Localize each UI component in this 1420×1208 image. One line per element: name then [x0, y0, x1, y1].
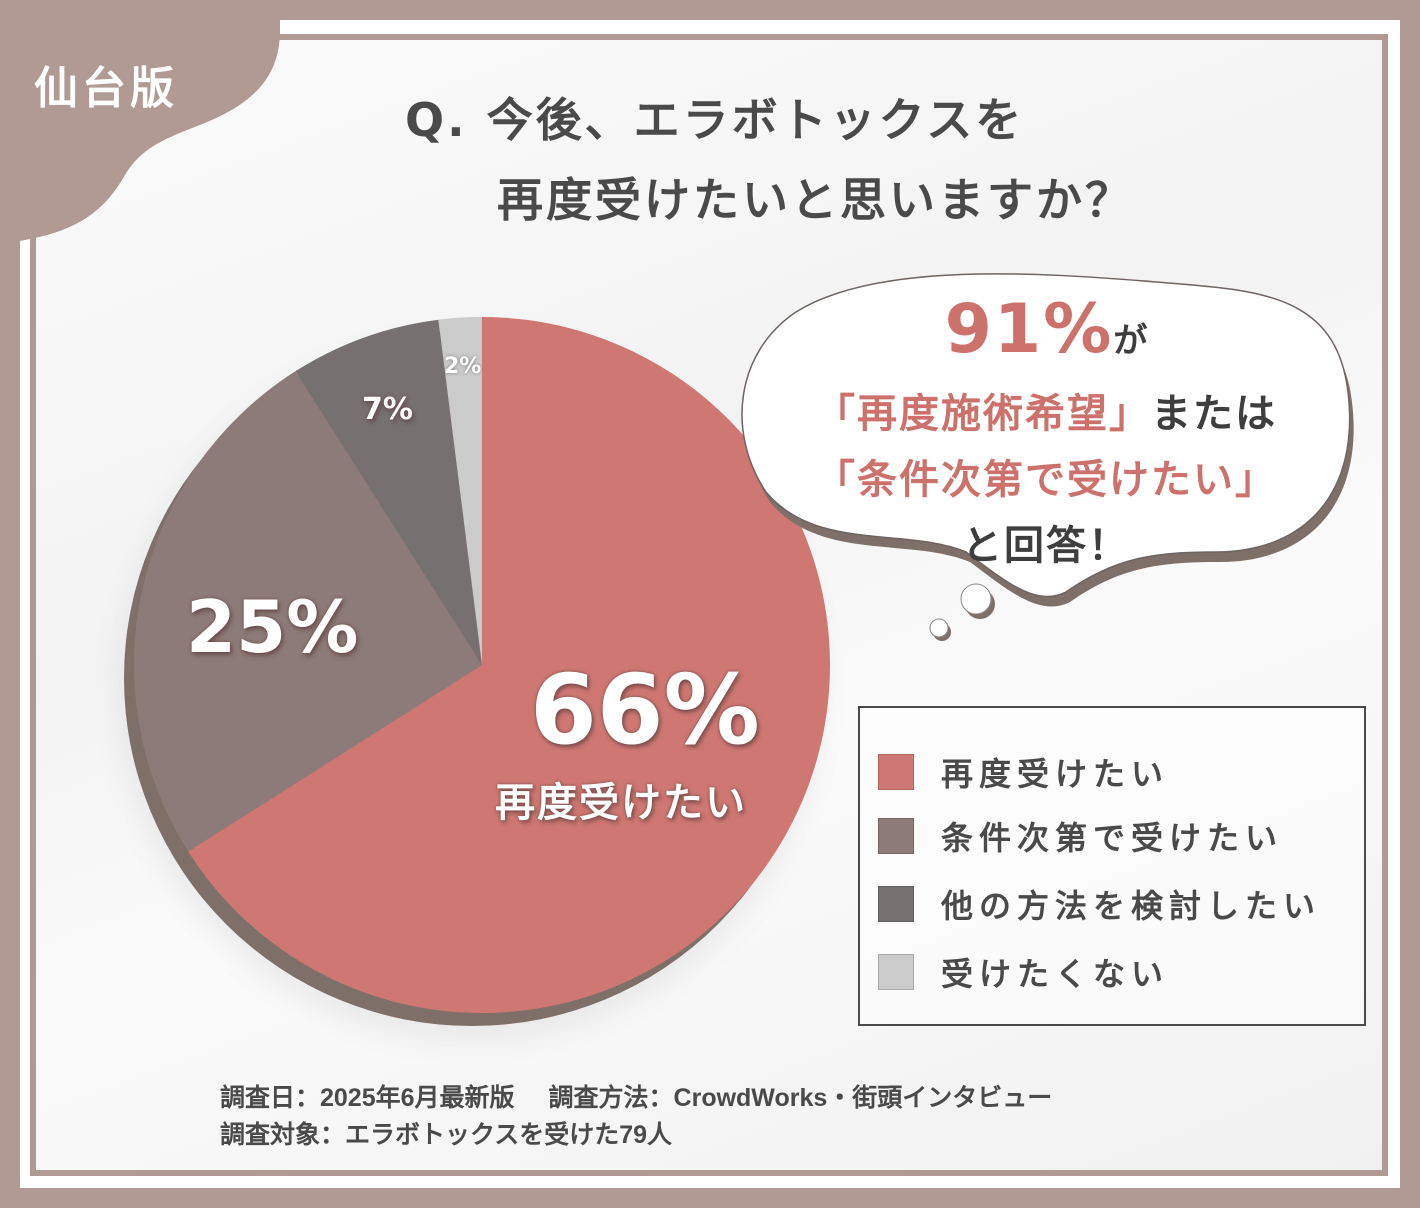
legend-item-other-method: 他の方法を検討したい	[878, 884, 1322, 925]
callout-line1-suffix: が	[1113, 321, 1148, 361]
title-line-2: 再度受けたいと思いますか？	[497, 173, 1134, 227]
corner-badge-shape	[0, 0, 280, 245]
slice-label-yes: 66%	[530, 654, 760, 766]
survey-footnote: 調査日：2025年6月最新版 調査方法：CrowdWorks・街頭インタビュー 調…	[220, 1080, 1052, 1154]
callout-quote-2: 「条件次第で受けたい」	[815, 457, 1277, 503]
callout-highlight: 91%	[944, 290, 1114, 369]
slice-label-conditional: 25%	[186, 585, 359, 669]
legend-swatch	[878, 886, 914, 922]
slice-label-other-method: 7%	[362, 392, 413, 427]
callout-line4: と回答！	[962, 523, 1130, 569]
legend-item-yes: 再度受けたい	[878, 752, 1170, 793]
legend-label: 受けたくない	[941, 955, 1170, 993]
thought-bubble	[741, 273, 1354, 641]
survey-target: 調査対象：エラボトックスを受けた79人	[220, 1121, 673, 1149]
slice-label-yes-name: 再度受けたい	[495, 780, 747, 826]
legend-swatch	[878, 954, 914, 990]
callout-text: 91%が 「再度施術希望」または 「条件次第で受けたい」 と回答！	[736, 290, 1356, 579]
question-title: Q. 今後、エラボトックスを 再度受けたいと思いますか？	[405, 80, 1134, 240]
legend-item-conditional: 条件次第で受けたい	[878, 816, 1284, 857]
legend-label: 再度受けたい	[941, 755, 1170, 793]
legend-item-no: 受けたくない	[878, 952, 1170, 993]
survey-date: 調査日：2025年6月最新版	[220, 1084, 515, 1112]
title-line-1: Q. 今後、エラボトックスを	[405, 93, 1025, 147]
callout-quote-1: 「再度施術希望」	[815, 391, 1151, 437]
slice-label-no: 2%	[444, 354, 482, 379]
callout-line2-suffix: または	[1151, 391, 1277, 437]
chart-legend: 再度受けたい 条件次第で受けたい 他の方法を検討したい 受けたくない	[858, 706, 1366, 1026]
legend-label: 他の方法を検討したい	[941, 887, 1322, 925]
legend-label: 条件次第で受けたい	[941, 819, 1284, 857]
legend-swatch	[878, 818, 914, 854]
survey-method: 調査方法：CrowdWorks・街頭インタビュー	[548, 1084, 1053, 1112]
legend-swatch	[878, 754, 914, 790]
region-badge: 仙台版	[34, 63, 178, 114]
